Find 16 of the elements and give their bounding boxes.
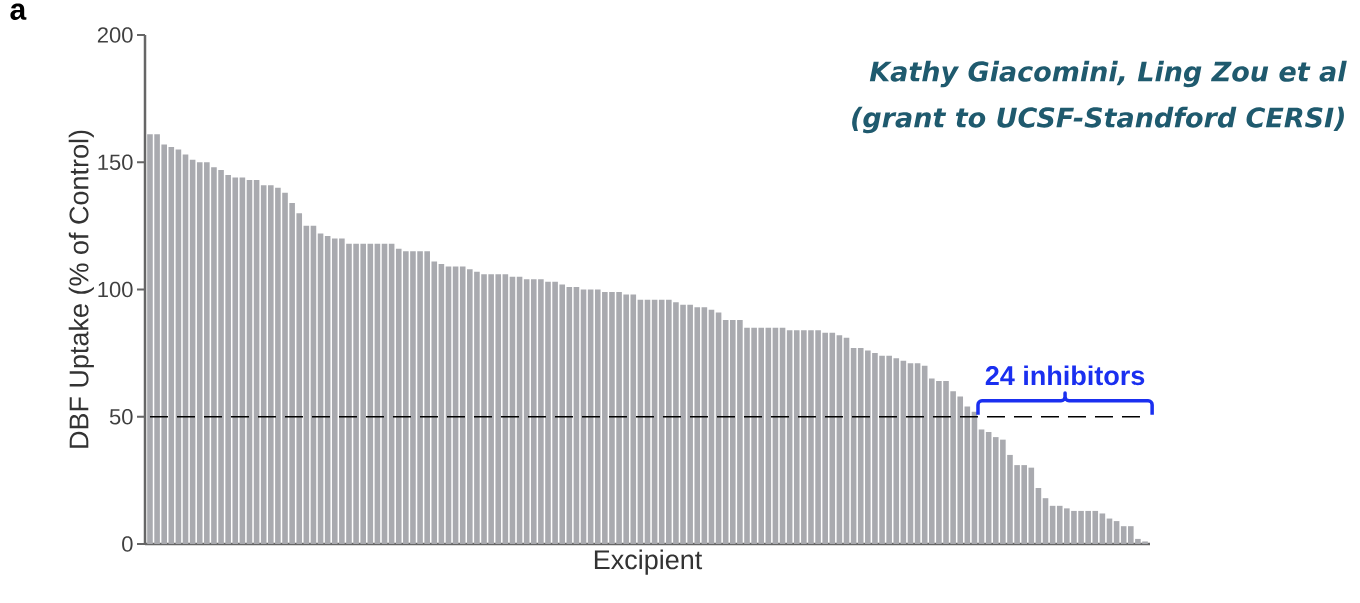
- text: a: [10, 3, 27, 20]
- x-axis-title: Excipient: [594, 549, 703, 575]
- annotation: 24 inhibitors: [985, 365, 1145, 386]
- annotation: (grant to UCSF-Standford CERSI): [852, 106, 1344, 134]
- y-tick-label: 200: [97, 27, 133, 43]
- y-tick-label: 150: [98, 154, 133, 171]
- annotation: Kathy Giacomini, Ling Zou et al: [869, 60, 1347, 88]
- bar: [978, 429, 985, 544]
- bar: [1120, 526, 1127, 544]
- y-tick-label: 50: [109, 408, 133, 425]
- y-tick-label: 0: [122, 536, 133, 552]
- bar: [1113, 521, 1120, 544]
- y-axis-title: DBF Uptake (% of Control): [68, 130, 94, 448]
- bar: [1099, 513, 1106, 544]
- y-tick-label: 100: [98, 281, 133, 298]
- bar: [1042, 498, 1049, 544]
